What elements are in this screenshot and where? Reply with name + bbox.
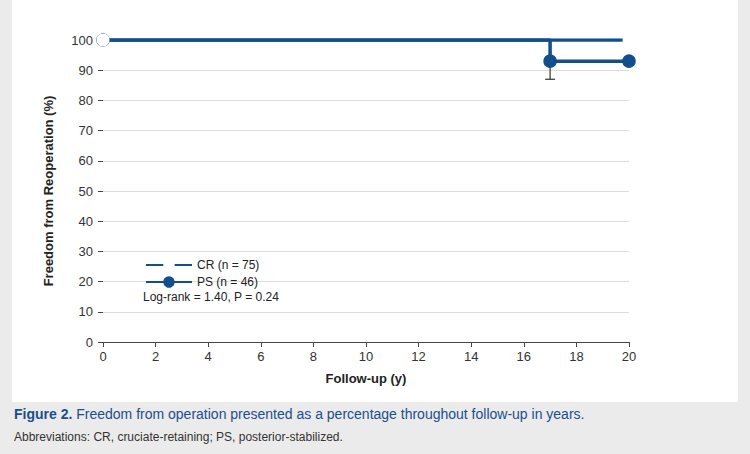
svg-text:Follow-up (y): Follow-up (y)	[326, 371, 407, 386]
svg-text:20: 20	[622, 349, 636, 364]
svg-text:20: 20	[79, 274, 93, 289]
html-text:Figure 2. Freedom from operati: Figure 2. Freedom from operation present…	[14, 406, 585, 422]
svg-text:14: 14	[464, 349, 478, 364]
svg-text:0: 0	[99, 349, 106, 364]
svg-text:16: 16	[517, 349, 531, 364]
svg-text:50: 50	[79, 184, 93, 199]
svg-text:90: 90	[79, 63, 93, 78]
svg-text:60: 60	[79, 153, 93, 168]
svg-text:4: 4	[205, 349, 212, 364]
svg-text:70: 70	[79, 123, 93, 138]
svg-text:Freedom from Reoperation (%): Freedom from Reoperation (%)	[41, 96, 56, 287]
svg-text:80: 80	[79, 93, 93, 108]
html-text:Abbreviations: CR, cruciate-re: Abbreviations: CR, cruciate-retaining; P…	[14, 430, 343, 444]
svg-text:PS (n = 46): PS (n = 46)	[197, 275, 258, 289]
svg-text:10: 10	[359, 349, 373, 364]
svg-text:12: 12	[411, 349, 425, 364]
svg-text:2: 2	[152, 349, 159, 364]
svg-text:100: 100	[71, 33, 93, 48]
svg-text:6: 6	[257, 349, 264, 364]
svg-text:40: 40	[79, 214, 93, 229]
svg-text:CR (n = 75): CR (n = 75)	[197, 258, 259, 272]
svg-text:10: 10	[79, 304, 93, 319]
svg-text:18: 18	[569, 349, 583, 364]
svg-text:0: 0	[86, 335, 93, 350]
svg-text:Log-rank = 1.40, P = 0.24: Log-rank = 1.40, P = 0.24	[143, 290, 279, 304]
svg-text:8: 8	[310, 349, 317, 364]
svg-text:30: 30	[79, 244, 93, 259]
